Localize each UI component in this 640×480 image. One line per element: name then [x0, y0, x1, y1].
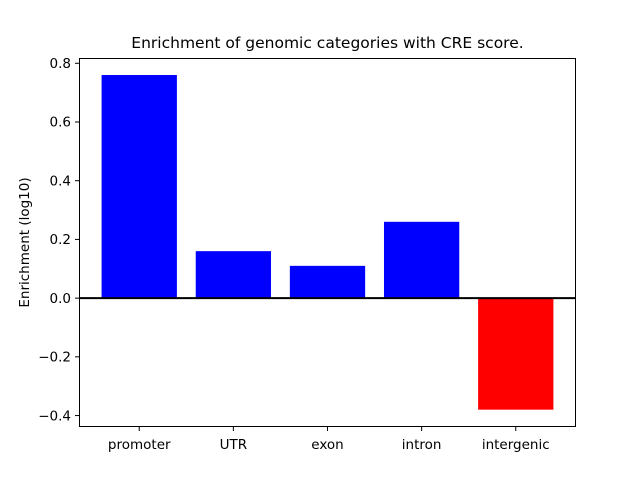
- y-tick-label: 0.2: [50, 232, 71, 248]
- y-tick-label: 0.4: [50, 173, 71, 189]
- y-tick-label: −0.4: [38, 408, 71, 424]
- x-tick-label-intergenic: intergenic: [482, 437, 550, 453]
- axes-layer: [79, 58, 576, 427]
- bar-intron: [383, 221, 460, 299]
- y-tick-label: −0.2: [38, 350, 71, 366]
- y-tick-label: 0.8: [50, 56, 71, 72]
- bar-UTR: [195, 251, 272, 299]
- axes-spines: [79, 58, 576, 427]
- chart-title: Enrichment of genomic categories with CR…: [131, 34, 523, 52]
- x-tick-label-intron: intron: [402, 437, 442, 453]
- ticks-layer: −0.4 −0.2 0.0 0.2 0.4 0.6 0.8 promoter UTR exon in…: [38, 56, 549, 453]
- bar-intergenic: [478, 298, 554, 410]
- y-axis-label: Enrichment (log10): [17, 177, 33, 307]
- bar-exon: [289, 265, 366, 299]
- bars-layer: [101, 75, 554, 410]
- y-tick-label: 0.6: [50, 115, 71, 131]
- y-tick-label: 0.0: [50, 291, 71, 307]
- x-tick-label-promoter: promoter: [108, 437, 171, 453]
- x-tick-label-UTR: UTR: [220, 437, 248, 453]
- bar-promoter: [101, 75, 177, 299]
- x-tick-label-exon: exon: [311, 437, 343, 453]
